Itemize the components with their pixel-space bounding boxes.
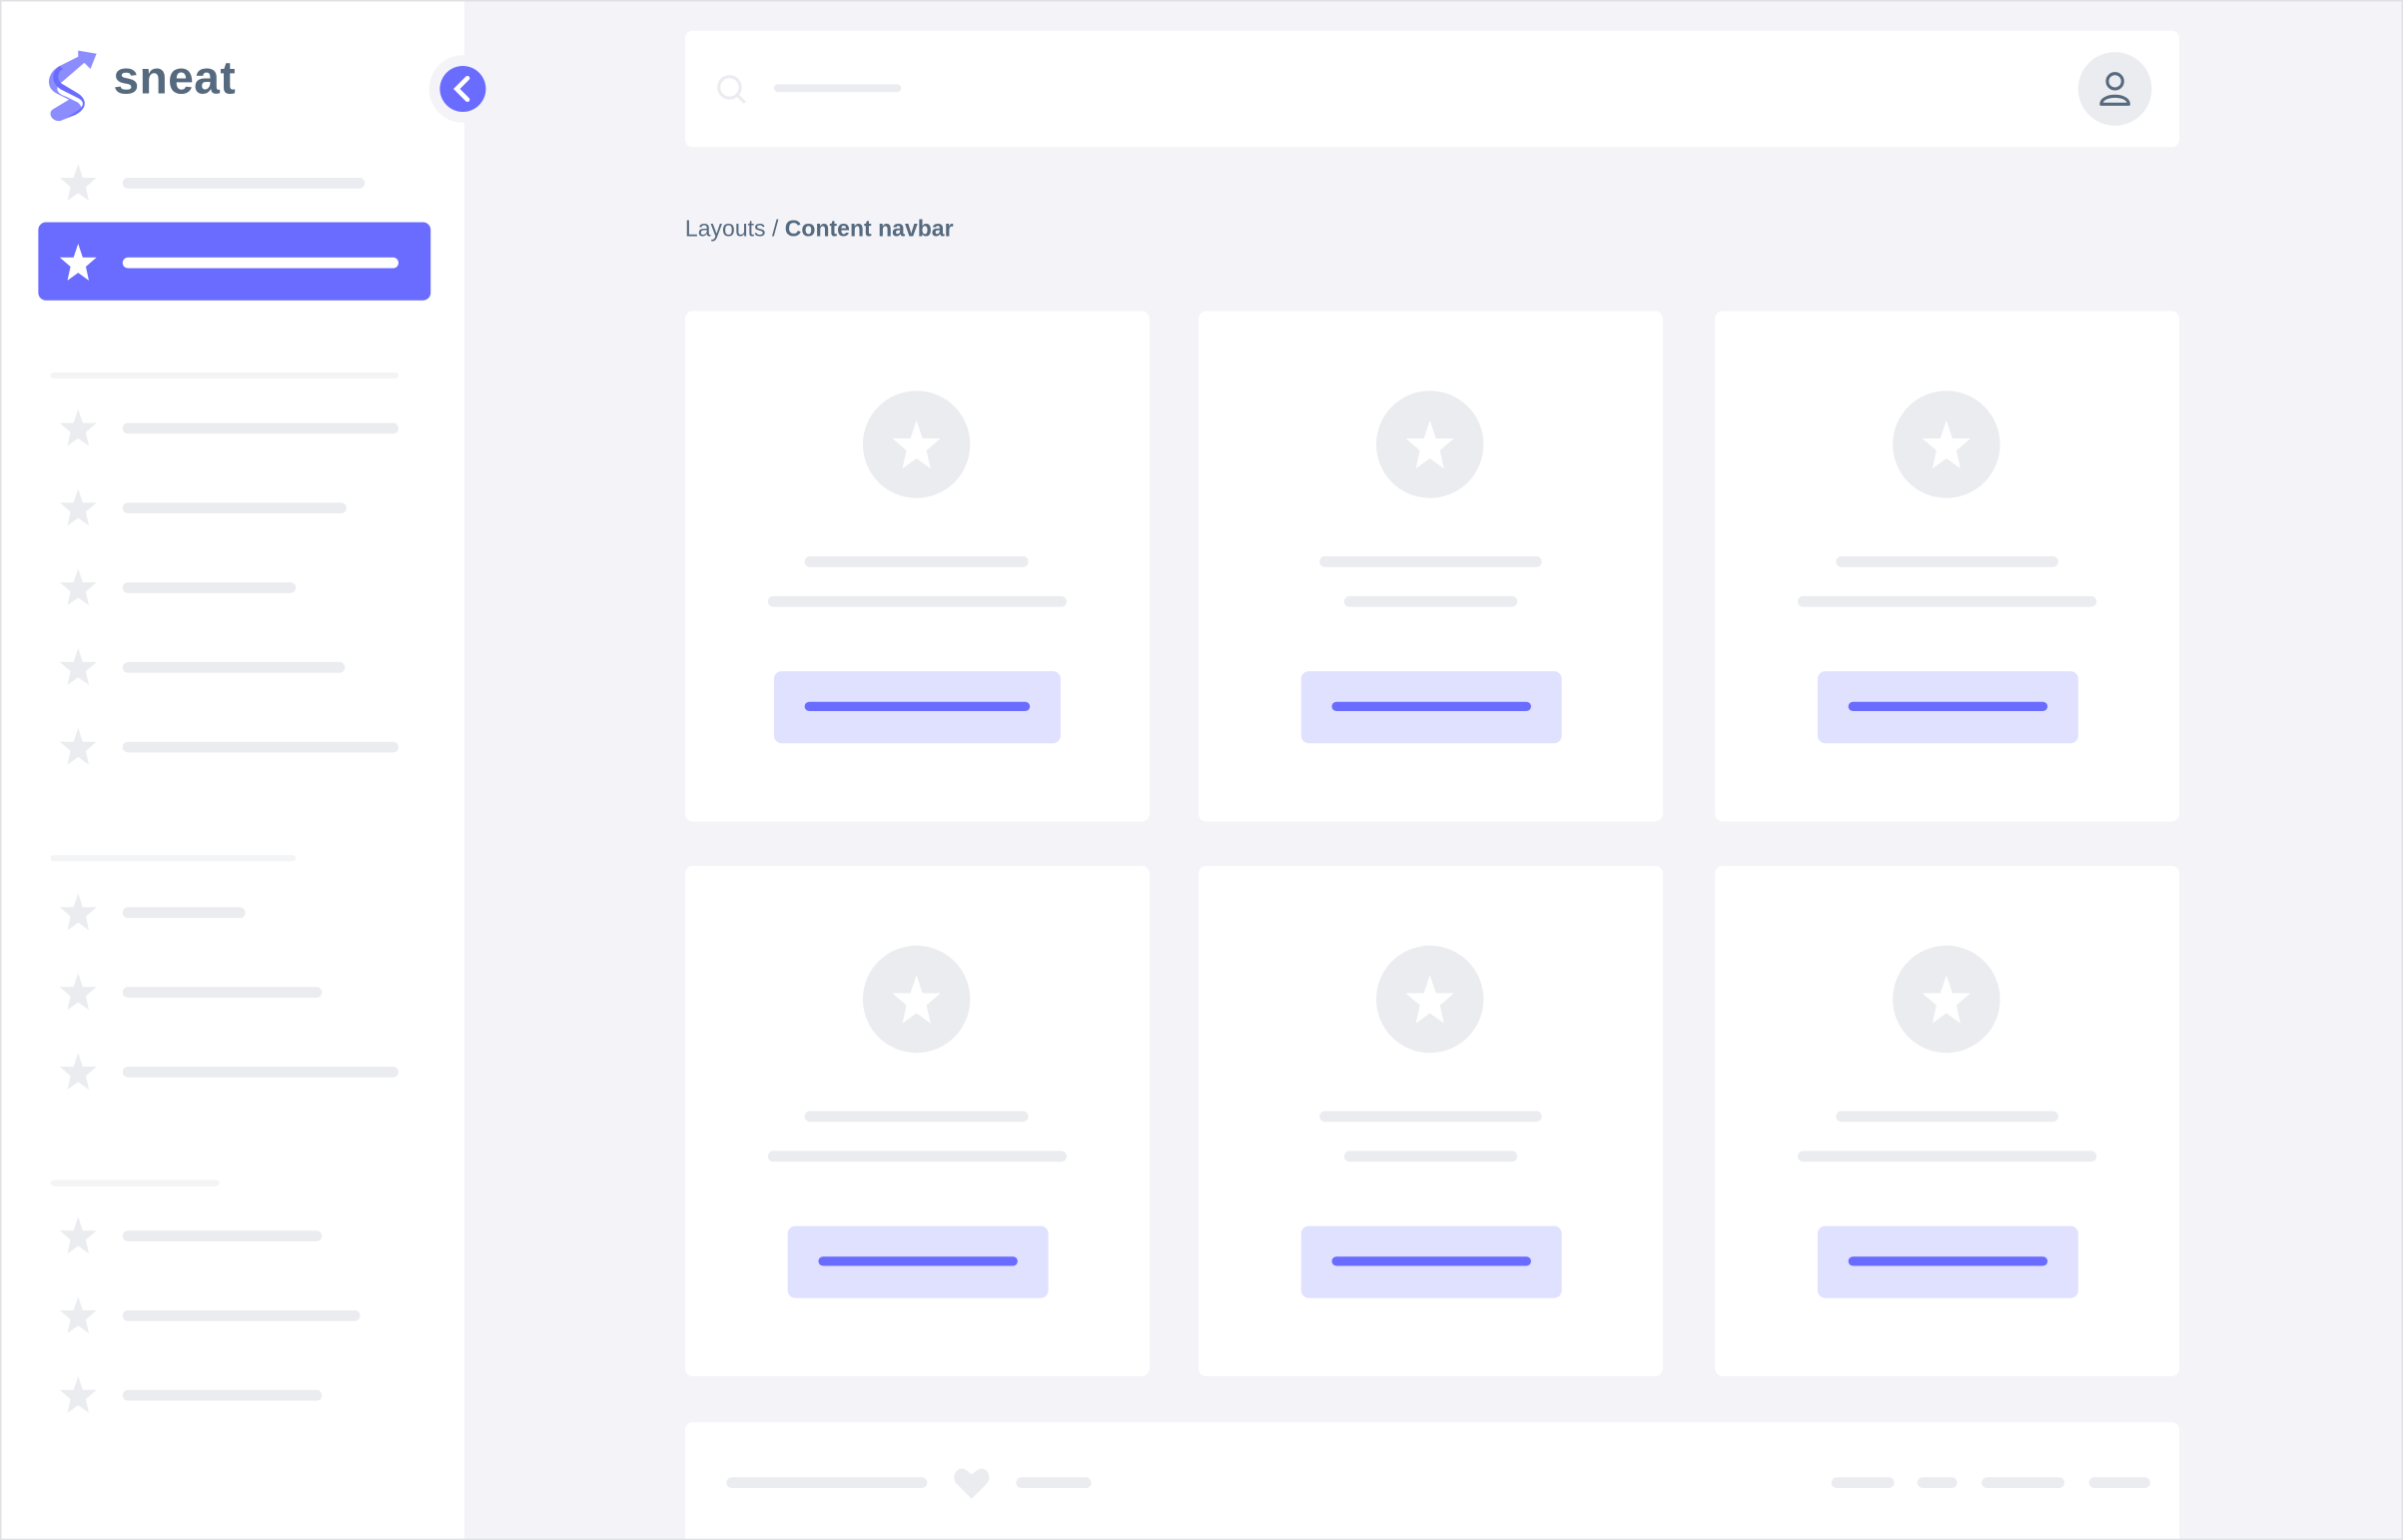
chevron-left-icon <box>453 75 470 103</box>
card-text <box>1797 1151 2097 1162</box>
card-button-label <box>1848 1256 2048 1266</box>
nav-item-label <box>122 1309 361 1321</box>
card-button[interactable] <box>1817 1225 2078 1298</box>
nav-item-label <box>122 1389 323 1401</box>
card-title <box>1319 556 1542 567</box>
nav-item-label <box>122 257 399 269</box>
card-button[interactable] <box>1300 1225 1562 1298</box>
nav-item-label <box>122 987 323 998</box>
section-divider <box>50 372 399 380</box>
nav-item-label <box>122 422 399 434</box>
card-button-label <box>1848 701 2048 712</box>
nav-item-label <box>122 502 347 514</box>
card-title <box>1836 556 2058 567</box>
card-button[interactable] <box>773 671 1061 744</box>
card-button-label <box>1331 1256 1531 1266</box>
star-icon <box>58 726 98 766</box>
collapse-sidebar-button[interactable] <box>439 65 486 113</box>
nav-item-label <box>122 661 346 673</box>
star-icon <box>58 972 98 1012</box>
user-icon <box>2099 72 2130 106</box>
card-button-label <box>1331 701 1531 712</box>
placeholder-card <box>684 311 1150 822</box>
placeholder-card <box>1198 311 1663 822</box>
footer-text <box>726 1477 928 1488</box>
star-icon <box>58 1215 98 1255</box>
placeholder-card <box>1715 865 2180 1376</box>
placeholder-card <box>1715 311 2180 822</box>
star-icon <box>58 487 98 527</box>
breadcrumb-current: Content navbar <box>784 216 954 243</box>
logo-icon <box>45 48 100 122</box>
heart-icon <box>954 1468 990 1499</box>
star-icon <box>58 242 98 282</box>
star-icon <box>1405 419 1454 469</box>
card-avatar <box>1893 945 2001 1054</box>
nav-item-label <box>122 178 366 189</box>
card-button[interactable] <box>1817 671 2078 744</box>
section-divider <box>50 855 297 862</box>
footer-link[interactable] <box>1917 1477 1958 1488</box>
star-icon <box>58 1374 98 1414</box>
footer-link[interactable] <box>1831 1477 1895 1488</box>
footer-text <box>1016 1477 1092 1488</box>
placeholder-card <box>1198 865 1663 1376</box>
placeholder-card <box>684 865 1150 1376</box>
star-icon <box>1405 975 1454 1024</box>
star-icon <box>58 163 98 203</box>
breadcrumb-separator: / <box>771 216 779 243</box>
card-avatar <box>1375 390 1484 498</box>
card-text <box>1343 595 1518 607</box>
card-text <box>1797 595 2097 607</box>
card-avatar <box>1893 390 2001 498</box>
nav-item-label <box>122 1067 399 1078</box>
card-title <box>804 1111 1029 1123</box>
search-icon[interactable] <box>716 74 750 108</box>
nav-item-label <box>122 1230 323 1241</box>
footer-link[interactable] <box>1982 1477 2064 1488</box>
nav-item-label <box>122 907 246 919</box>
star-icon <box>58 892 98 932</box>
star-icon <box>58 567 98 607</box>
star-icon <box>892 419 941 469</box>
card-button-label <box>804 701 1031 712</box>
star-icon <box>58 1052 98 1092</box>
search-input[interactable] <box>773 84 902 93</box>
sidebar: sneat <box>1 1 464 1539</box>
footer <box>684 1422 2180 1539</box>
footer-link[interactable] <box>2088 1477 2150 1488</box>
star-icon <box>58 407 98 447</box>
nav-item-label <box>122 582 297 593</box>
card-title <box>1319 1111 1542 1123</box>
breadcrumb-parent[interactable]: Layouts <box>684 216 766 243</box>
nav-item-label <box>122 741 399 753</box>
card-button-label <box>818 1256 1018 1266</box>
star-icon <box>892 975 941 1024</box>
top-navbar <box>684 30 2180 148</box>
card-avatar <box>1375 945 1484 1054</box>
star-icon <box>1922 975 1971 1024</box>
card-avatar <box>862 390 971 498</box>
star-icon <box>1922 419 1971 469</box>
star-icon <box>58 1295 98 1335</box>
card-button[interactable] <box>1300 671 1562 744</box>
card-text <box>1343 1151 1518 1162</box>
card-text <box>767 595 1068 607</box>
card-avatar <box>862 945 971 1054</box>
user-avatar[interactable] <box>2077 52 2152 126</box>
card-text <box>767 1151 1068 1162</box>
card-title <box>804 556 1029 567</box>
brand-name: sneat <box>113 53 237 105</box>
card-title <box>1836 1111 2058 1123</box>
card-button[interactable] <box>787 1225 1049 1298</box>
breadcrumb: Layouts / Content navbar <box>685 216 954 242</box>
star-icon <box>58 647 98 687</box>
section-divider <box>50 1179 220 1186</box>
